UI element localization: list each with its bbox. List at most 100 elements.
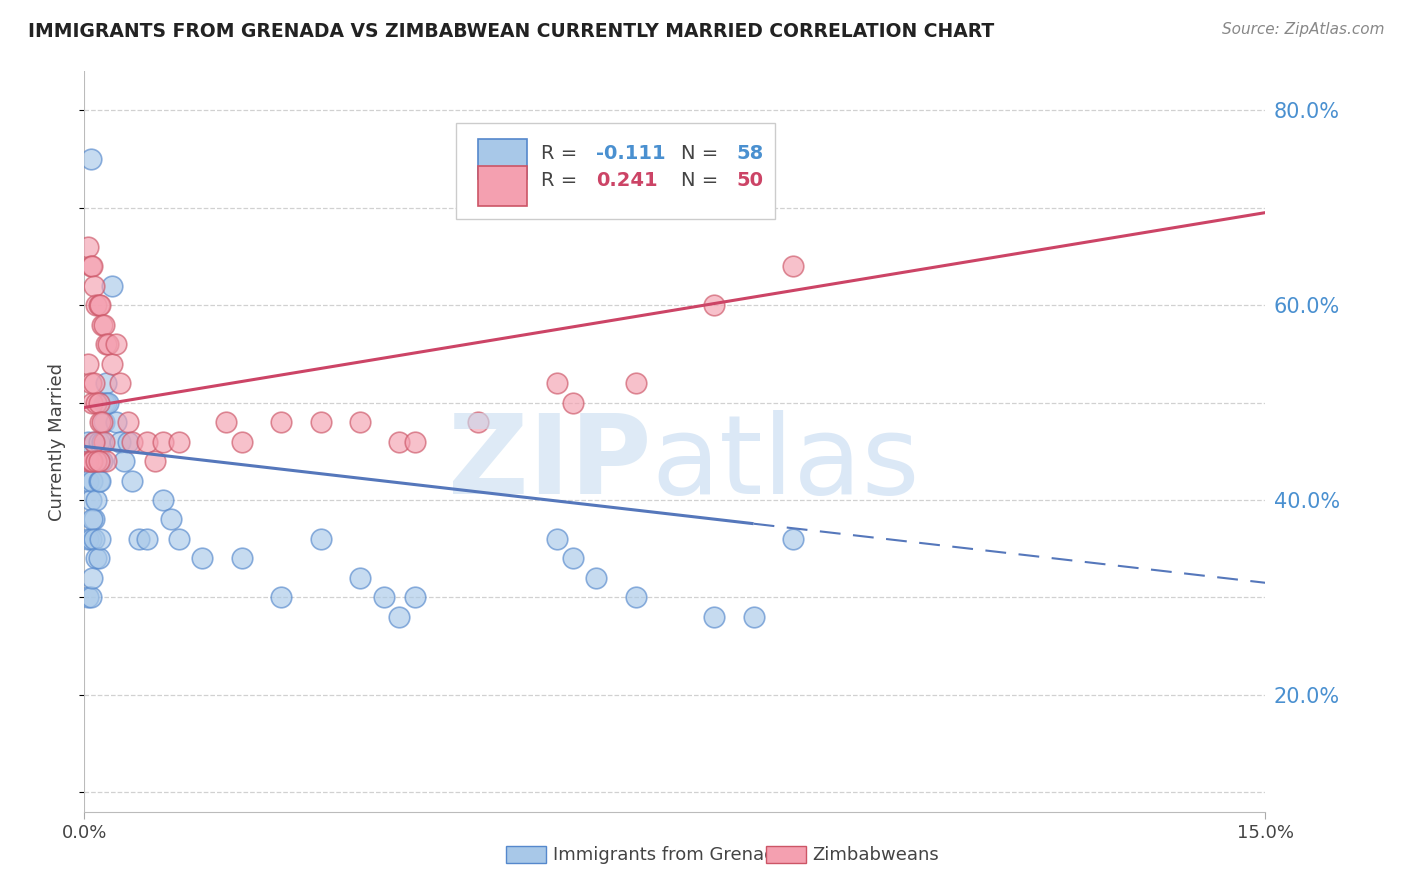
Point [83, 512, 105, 526]
Point [546, 376, 568, 390]
Point [349, 571, 371, 585]
Text: 50: 50 [737, 170, 763, 190]
Point [191, 551, 214, 566]
Text: Zimbabweans: Zimbabweans [813, 846, 939, 863]
Point [84, 493, 107, 508]
Point [83, 434, 105, 449]
Point [624, 591, 647, 605]
Point [96, 337, 118, 351]
Point [388, 434, 411, 449]
Point [96, 454, 118, 468]
Point [87, 395, 110, 409]
Point [96, 395, 118, 409]
Point [77, 357, 100, 371]
Point [90, 318, 112, 332]
Point [117, 434, 139, 449]
Point [83, 278, 105, 293]
Point [561, 395, 583, 409]
Point [143, 454, 166, 468]
Text: N =: N = [681, 170, 724, 190]
Point [84, 395, 107, 409]
Point [93, 415, 115, 429]
Point [167, 532, 190, 546]
Point [309, 415, 332, 429]
Point [84, 551, 107, 566]
Point [215, 415, 238, 429]
Point [87, 298, 110, 312]
Point [83, 532, 105, 546]
Point [90, 434, 112, 449]
Point [270, 415, 292, 429]
Point [101, 357, 124, 371]
Point [97, 337, 120, 351]
Point [782, 532, 804, 546]
Point [546, 532, 568, 546]
Point [104, 415, 127, 429]
Point [90, 415, 112, 429]
Point [93, 434, 115, 449]
Point [467, 415, 489, 429]
Point [104, 337, 127, 351]
Point [87, 551, 110, 566]
Text: -0.111: -0.111 [596, 144, 665, 163]
Bar [478, 166, 527, 206]
Point [703, 610, 725, 624]
Text: atlas: atlas [651, 410, 920, 517]
Text: IMMIGRANTS FROM GRENADA VS ZIMBABWEAN CURRENTLY MARRIED CORRELATION CHART: IMMIGRANTS FROM GRENADA VS ZIMBABWEAN CU… [28, 22, 994, 41]
Point [79, 259, 101, 273]
Point [373, 591, 395, 605]
Point [231, 434, 253, 449]
Point [136, 532, 159, 546]
Point [79, 493, 101, 508]
Point [79, 454, 101, 468]
Point [231, 551, 253, 566]
Point [77, 474, 100, 488]
Point [121, 474, 143, 488]
Point [112, 454, 135, 468]
Text: ZIP: ZIP [449, 410, 651, 517]
Point [84, 454, 107, 468]
Point [136, 434, 159, 449]
Point [561, 551, 583, 566]
Y-axis label: Currently Married: Currently Married [48, 362, 66, 521]
Point [89, 532, 111, 546]
Point [349, 415, 371, 429]
Point [97, 395, 120, 409]
Point [82, 259, 104, 273]
Point [117, 415, 139, 429]
Point [83, 434, 105, 449]
Point [703, 181, 725, 195]
Text: R =: R = [541, 144, 583, 163]
Point [84, 298, 107, 312]
Point [152, 434, 174, 449]
Point [77, 454, 100, 468]
Point [128, 532, 150, 546]
Point [152, 493, 174, 508]
Point [90, 454, 112, 468]
Point [89, 474, 111, 488]
Point [84, 454, 107, 468]
Point [82, 454, 104, 468]
FancyBboxPatch shape [457, 123, 775, 219]
Point [742, 610, 765, 624]
Point [77, 240, 100, 254]
Point [585, 571, 607, 585]
Text: N =: N = [681, 144, 724, 163]
Point [82, 474, 104, 488]
Point [77, 591, 100, 605]
Point [160, 512, 183, 526]
Text: Source: ZipAtlas.com: Source: ZipAtlas.com [1222, 22, 1385, 37]
Point [703, 298, 725, 312]
Point [82, 395, 104, 409]
Point [388, 610, 411, 624]
Text: R =: R = [541, 170, 583, 190]
Point [79, 591, 101, 605]
Text: Immigrants from Grenada: Immigrants from Grenada [553, 846, 786, 863]
Point [82, 512, 104, 526]
Point [77, 532, 100, 546]
Point [167, 434, 190, 449]
Point [79, 454, 101, 468]
Point [83, 376, 105, 390]
Point [77, 434, 100, 449]
Point [624, 376, 647, 390]
